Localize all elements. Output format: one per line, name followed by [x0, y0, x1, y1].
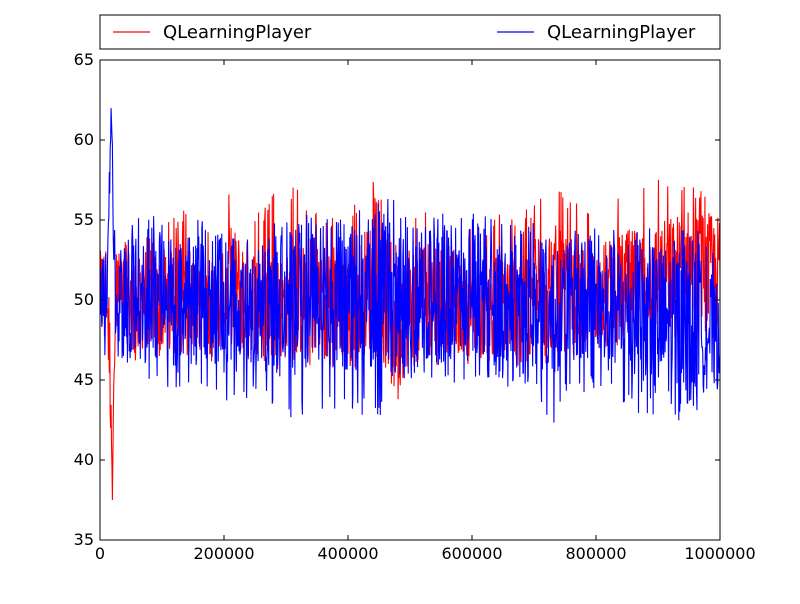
legend: QLearningPlayer QLearningPlayer	[99, 14, 721, 50]
x-tick-label: 200000	[193, 544, 254, 563]
y-tick-label: 40	[74, 450, 94, 469]
x-tick-label: 1000000	[684, 544, 755, 563]
y-tick-label: 55	[74, 210, 94, 229]
legend-label-series-1: QLearningPlayer	[163, 22, 312, 43]
x-tick-label: 800000	[565, 544, 626, 563]
y-tick-label: 65	[74, 50, 94, 69]
legend-label-series-2: QLearningPlayer	[547, 22, 696, 43]
ticks-layer: 0 200000 400000 600000 800000 1000000 35 40 45 50…	[74, 50, 756, 563]
y-tick-label: 50	[74, 290, 94, 309]
x-tick-label: 400000	[317, 544, 378, 563]
series-line-2	[100, 108, 720, 423]
plot-area-frame	[99, 59, 721, 541]
x-tick-label: 0	[95, 544, 105, 563]
series-layer	[100, 108, 720, 501]
y-tick-label: 60	[74, 130, 94, 149]
y-tick-label: 45	[74, 370, 94, 389]
y-tick-label: 35	[74, 530, 94, 549]
legend-box	[99, 14, 721, 50]
x-tick-label: 600000	[441, 544, 502, 563]
